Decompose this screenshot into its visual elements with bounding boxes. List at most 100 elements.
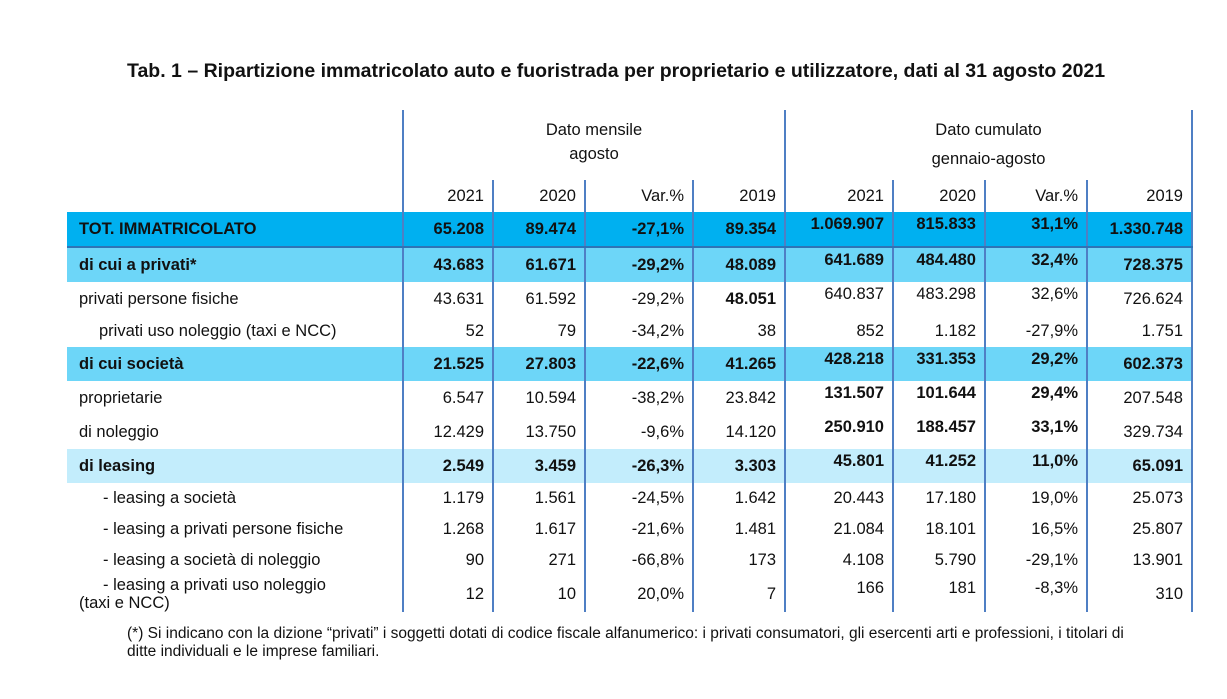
cell-2019-cumulative: 207.548 — [1086, 381, 1193, 415]
monthly-header-line1: Dato mensile — [545, 121, 643, 139]
cell-2020-monthly: 61.592 — [492, 282, 585, 316]
cell-2019-cumulative: 25.807 — [1086, 514, 1193, 545]
cell-varpct-monthly: -29,2% — [584, 282, 693, 316]
cell-2019-monthly: 41.265 — [692, 347, 785, 381]
cell-2020-monthly: 89.474 — [492, 212, 585, 248]
cell-2019-cumulative: 602.373 — [1086, 347, 1193, 381]
footnote: (*) Si indicano con la dizione “privati”… — [127, 625, 1124, 660]
cell-2020-cumulative: 483.298 — [892, 282, 985, 316]
cell-2019-monthly: 48.051 — [692, 282, 785, 316]
cell-2020-monthly: 271 — [492, 545, 585, 576]
row-label: - leasing a società — [103, 489, 236, 507]
cell-2021-monthly: 1.179 — [402, 483, 493, 514]
header-group-row: Dato mensile agosto Dato cumulato gennaio-… — [67, 110, 1193, 180]
row-label: proprietarie — [79, 388, 163, 407]
row-label: di cui società — [67, 347, 403, 381]
table-row: di cui società 21.525 27.803 -22,6% 41.265 42… — [67, 347, 1193, 381]
cell-varpct-monthly: -66,8% — [584, 545, 693, 576]
cell-varpct-cumulative: 16,5% — [984, 514, 1087, 545]
cell-varpct-monthly: -22,6% — [584, 347, 693, 381]
cell-2021-monthly: 52 — [402, 316, 493, 347]
cell-2019-monthly: 173 — [692, 545, 785, 576]
cell-2020-cumulative: 181 — [892, 576, 985, 612]
column-header: Var.% — [584, 180, 693, 212]
cell-varpct-cumulative: 32,6% — [984, 282, 1087, 316]
cell-2020-cumulative: 188.457 — [892, 415, 985, 449]
column-header: 2021 — [784, 180, 893, 212]
cell-2021-cumulative: 4.108 — [784, 545, 893, 576]
column-header: 2019 — [1086, 180, 1193, 212]
cell-2021-cumulative: 428.218 — [784, 347, 893, 381]
row-label: privati persone fisiche — [79, 289, 239, 308]
cell-2021-cumulative: 45.801 — [784, 449, 893, 483]
cell-2019-monthly: 1.642 — [692, 483, 785, 514]
cell-2020-monthly: 61.671 — [492, 247, 585, 282]
row-label: di cui a privati* — [67, 247, 403, 282]
cell-2021-cumulative: 21.084 — [784, 514, 893, 545]
cell-2020-monthly: 1.561 — [492, 483, 585, 514]
cell-2019-monthly: 48.089 — [692, 247, 785, 282]
cumulative-header-line1: Dato cumulato — [935, 121, 1042, 139]
row-label: di leasing — [67, 449, 403, 483]
cell-2019-monthly: 7 — [692, 576, 785, 612]
row-label: - leasing a società di noleggio — [103, 551, 321, 569]
cell-2021-cumulative: 20.443 — [784, 483, 893, 514]
cell-2020-cumulative: 815.833 — [892, 212, 985, 248]
monthly-group-header: Dato mensile agosto — [402, 110, 785, 180]
column-header: Var.% — [984, 180, 1087, 212]
table-row: di noleggio 12.429 13.750 -9,6% 14.120 250.91… — [67, 415, 1193, 449]
cell-2020-monthly: 10.594 — [492, 381, 585, 415]
table-row: TOT. IMMATRICOLATO 65.208 89.474 -27,1% 89.3… — [67, 212, 1193, 248]
cell-2019-cumulative: 310 — [1086, 576, 1193, 612]
cell-varpct-monthly: -27,1% — [584, 212, 693, 248]
cell-varpct-monthly: -38,2% — [584, 381, 693, 415]
row-label: - leasing a privati persone fisiche — [103, 520, 344, 538]
table-row: proprietarie 6.547 10.594 -38,2% 23.842 131.5… — [67, 381, 1193, 415]
table-row: - leasing a società di noleggio 90 271 -66,… — [67, 545, 1193, 576]
cell-2020-cumulative: 1.182 — [892, 316, 985, 347]
cell-2021-monthly: 90 — [402, 545, 493, 576]
cumulative-header-line2: gennaio-agosto — [931, 150, 1046, 168]
cell-2021-cumulative: 131.507 — [784, 381, 893, 415]
cell-2020-cumulative: 41.252 — [892, 449, 985, 483]
row-label: - leasing a privati uso noleggio (taxi e … — [67, 576, 403, 612]
cell-varpct-monthly: -24,5% — [584, 483, 693, 514]
row-label-line1: - leasing a privati uso noleggio — [103, 576, 326, 594]
cell-2020-cumulative: 5.790 — [892, 545, 985, 576]
cell-varpct-cumulative: 19,0% — [984, 483, 1087, 514]
cell-varpct-monthly: -21,6% — [584, 514, 693, 545]
cell-varpct-cumulative: 29,4% — [984, 381, 1087, 415]
cell-2019-monthly: 3.303 — [692, 449, 785, 483]
cell-2019-monthly: 14.120 — [692, 415, 785, 449]
cell-varpct-cumulative: -29,1% — [984, 545, 1087, 576]
cell-2020-monthly: 1.617 — [492, 514, 585, 545]
cell-2020-monthly: 13.750 — [492, 415, 585, 449]
cell-2019-cumulative: 1.751 — [1086, 316, 1193, 347]
cell-2021-monthly: 1.268 — [402, 514, 493, 545]
cell-varpct-monthly: -9,6% — [584, 415, 693, 449]
cumulative-group-header: Dato cumulato gennaio-agosto — [784, 110, 1193, 180]
cell-2019-cumulative: 726.624 — [1086, 282, 1193, 316]
cell-2019-monthly: 1.481 — [692, 514, 785, 545]
cell-varpct-monthly: -26,3% — [584, 449, 693, 483]
column-header: 2019 — [692, 180, 785, 212]
cell-varpct-cumulative: 33,1% — [984, 415, 1087, 449]
table-row: di cui a privati* 43.683 61.671 -29,2% 48.08… — [67, 247, 1193, 282]
monthly-header-line2: agosto — [569, 145, 619, 163]
cell-2020-monthly: 27.803 — [492, 347, 585, 381]
cell-2019-cumulative: 728.375 — [1086, 247, 1193, 282]
table-row: di leasing 2.549 3.459 -26,3% 3.303 45.801 41.… — [67, 449, 1193, 483]
cell-2020-monthly: 3.459 — [492, 449, 585, 483]
row-label: TOT. IMMATRICOLATO — [67, 212, 403, 248]
registrations-table: Dato mensile agosto Dato cumulato gennaio-… — [67, 110, 1193, 612]
cell-2020-monthly: 10 — [492, 576, 585, 612]
cell-2019-cumulative: 1.330.748 — [1086, 212, 1193, 248]
cell-varpct-cumulative: 32,4% — [984, 247, 1087, 282]
cell-2019-cumulative: 65.091 — [1086, 449, 1193, 483]
cell-2020-cumulative: 331.353 — [892, 347, 985, 381]
cell-varpct-monthly: -29,2% — [584, 247, 693, 282]
cell-varpct-cumulative: -8,3% — [984, 576, 1087, 612]
cell-varpct-cumulative: 11,0% — [984, 449, 1087, 483]
cell-varpct-cumulative: 31,1% — [984, 212, 1087, 248]
cell-varpct-monthly: 20,0% — [584, 576, 693, 612]
